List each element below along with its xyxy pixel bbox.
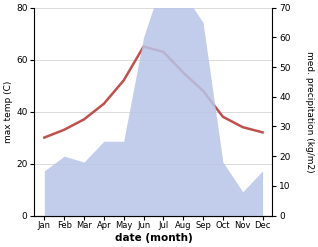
Y-axis label: max temp (C): max temp (C) bbox=[4, 80, 13, 143]
Y-axis label: med. precipitation (kg/m2): med. precipitation (kg/m2) bbox=[305, 51, 314, 172]
X-axis label: date (month): date (month) bbox=[114, 233, 192, 243]
